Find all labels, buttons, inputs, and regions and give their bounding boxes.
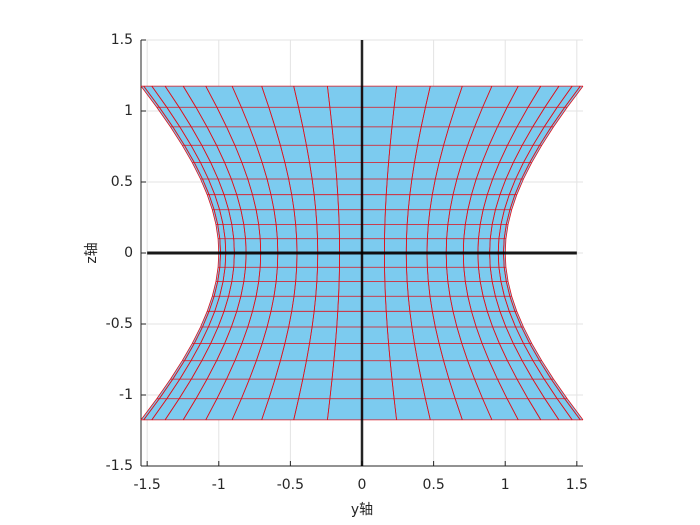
y-axis-label: z轴 — [84, 242, 100, 263]
y-tick-label: 1 — [124, 103, 133, 119]
x-tick-label: 0.5 — [422, 477, 444, 493]
y-tick-label: -0.5 — [106, 316, 133, 332]
y-tick-label: 1.5 — [111, 32, 133, 48]
x-tick-label: 1.5 — [566, 477, 588, 493]
y-tick-label: -1.5 — [106, 458, 133, 474]
y-tick-label: 0.5 — [111, 174, 133, 190]
x-tick-label: 1 — [501, 477, 510, 493]
x-tick-label: 0 — [358, 477, 367, 493]
y-tick-label: 0 — [124, 245, 133, 261]
x-tick-label: -1.5 — [134, 477, 161, 493]
x-tick-label: -1 — [212, 477, 226, 493]
x-axis-label: y轴 — [351, 502, 373, 518]
y-tick-label: -1 — [119, 387, 133, 403]
x-tick-label: -0.5 — [277, 477, 304, 493]
